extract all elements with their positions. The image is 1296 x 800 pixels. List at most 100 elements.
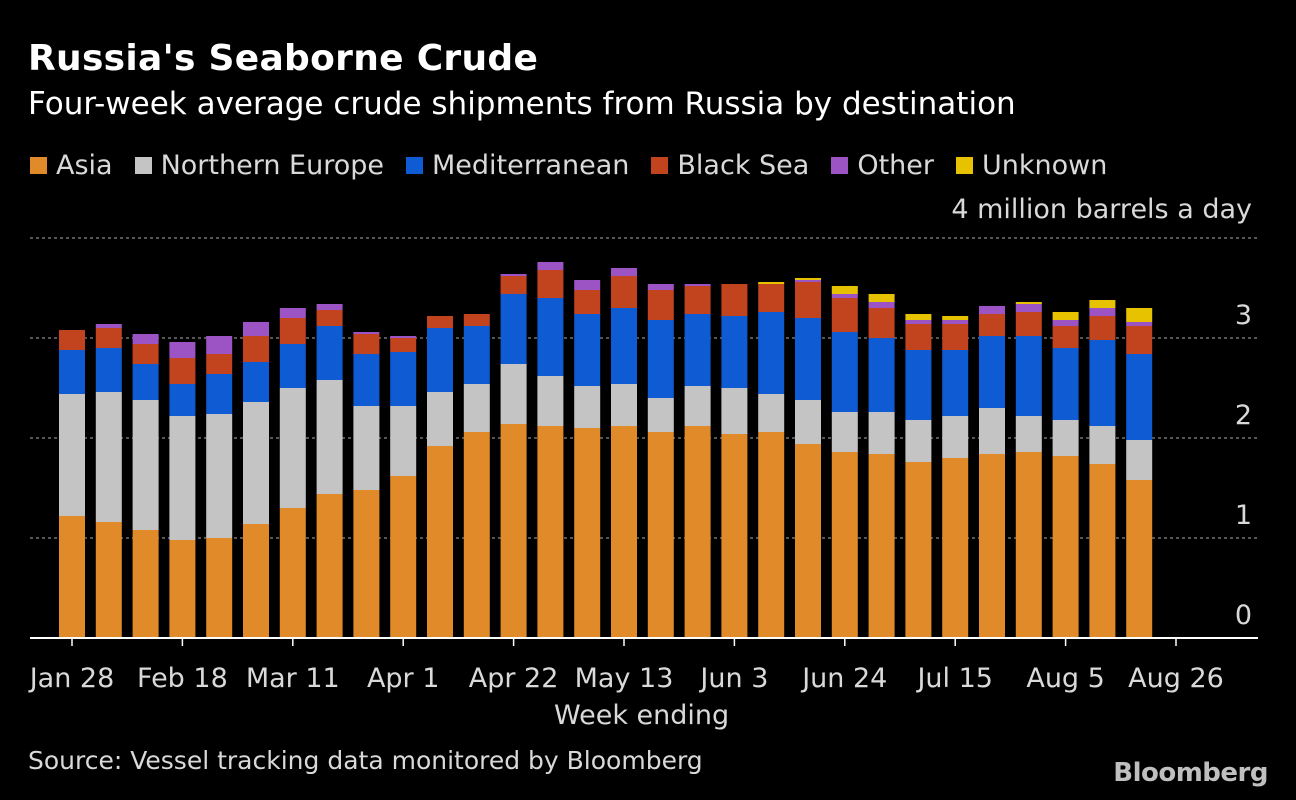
bar-segment-asia (1052, 456, 1079, 638)
y-tick-label: 2 (1235, 400, 1252, 431)
bar-segment-black-sea (279, 318, 306, 344)
bar-segment-black-sea (316, 310, 343, 326)
legend-swatch-mediterranean (406, 157, 423, 174)
bar-segment-mediterranean (647, 320, 674, 398)
bar-segment-other (243, 322, 269, 336)
bar-segment-black-sea (611, 276, 637, 308)
bar-segment-other (206, 336, 233, 354)
bar-segment-black-sea (721, 284, 748, 316)
bar-segment-asia (279, 508, 306, 638)
legend-swatch-black-sea (651, 157, 669, 174)
bar-segment-northern-europe (1052, 420, 1079, 456)
bar-segment-black-sea (1089, 316, 1116, 340)
legend-label-black-sea: Black Sea (677, 150, 810, 181)
bar-segment-other (95, 324, 122, 328)
bar-segment-mediterranean (942, 350, 969, 416)
x-tick-label: Apr 22 (469, 663, 559, 694)
bar-segment-black-sea (979, 314, 1005, 336)
bar-segment-other (905, 320, 932, 324)
bar-segment-northern-europe (979, 408, 1005, 454)
bar-segment-asia (463, 432, 490, 638)
bar-segment-mediterranean (132, 364, 159, 400)
legend: Asia Northern Europe Mediterranean Black… (30, 150, 1129, 181)
bar-segment-black-sea (463, 314, 490, 326)
bar-segment-other (611, 268, 637, 276)
bar-segment-asia (390, 476, 417, 638)
bar-segment-other (942, 320, 969, 324)
chart-title: Russia's Seaborne Crude (28, 38, 539, 79)
bar-segment-northern-europe (831, 412, 858, 452)
bar-segment-northern-europe (390, 406, 417, 476)
bar-segment-asia (243, 524, 269, 638)
legend-item-mediterranean: Mediterranean (406, 150, 629, 181)
legend-swatch-northern-europe (134, 157, 152, 174)
bar-segment-other (868, 302, 895, 308)
bar-segment-asia (758, 432, 785, 638)
bar-segment-mediterranean (684, 314, 711, 386)
bar-segment-asia (979, 454, 1005, 638)
bar-segment-other (795, 280, 821, 282)
bar-segment-asia (721, 434, 748, 638)
bar-segment-black-sea (95, 328, 122, 348)
bar-segment-asia (169, 540, 196, 638)
bloomberg-logo: Bloomberg (1113, 758, 1268, 788)
bar-segment-unknown (1052, 312, 1079, 320)
x-tick-label: Mar 11 (246, 663, 340, 694)
bar-segment-unknown (758, 282, 785, 284)
bar-segment-unknown (868, 294, 895, 302)
bar-segment-mediterranean (868, 338, 895, 412)
bar-segment-asia (942, 458, 969, 638)
bar-segment-asia (427, 446, 453, 638)
bar-segment-asia (1015, 452, 1042, 638)
bar-segment-other (1126, 322, 1153, 326)
bar-segment-mediterranean (611, 308, 637, 384)
legend-item-asia: Asia (30, 150, 113, 181)
bar-segment-mediterranean (316, 326, 343, 380)
bar-segment-black-sea (795, 282, 821, 318)
bar-segment-northern-europe (132, 400, 159, 530)
bar-segment-northern-europe (942, 416, 969, 458)
bar-segment-other (647, 284, 674, 290)
bar-segment-mediterranean (721, 316, 748, 388)
bar-segment-asia (574, 428, 601, 638)
x-tick-label: Aug 26 (1128, 663, 1224, 694)
bar-segment-black-sea (647, 290, 674, 320)
bar-segment-other (537, 262, 564, 270)
bar-segment-northern-europe (868, 412, 895, 454)
bar-segment-unknown (1089, 300, 1116, 308)
bar-segment-black-sea (390, 338, 417, 352)
bar-segment-northern-europe (463, 384, 490, 432)
bar-segment-asia (611, 426, 637, 638)
bar-segment-mediterranean (831, 332, 858, 412)
bar-segment-other (979, 306, 1005, 314)
bar-segment-other (1015, 304, 1042, 312)
bar-segment-other (574, 280, 601, 290)
bar-segment-asia (353, 490, 380, 638)
bar-segment-black-sea (169, 358, 196, 384)
bar-segment-other (1089, 308, 1116, 316)
bar-segment-mediterranean (1126, 354, 1153, 440)
bar-segment-asia (795, 444, 821, 638)
bar-segment-northern-europe (647, 398, 674, 432)
bar-segment-other (132, 334, 159, 344)
bar-segment-northern-europe (353, 406, 380, 490)
bar-segment-asia (684, 426, 711, 638)
bar-segment-mediterranean (1015, 336, 1042, 416)
x-tick-label: Feb 18 (137, 663, 228, 694)
bar-segment-northern-europe (1089, 426, 1116, 464)
bar-segment-black-sea (942, 324, 969, 350)
x-tick-label: Jan 28 (28, 663, 115, 694)
bar-segment-northern-europe (1126, 440, 1153, 480)
y-axis-unit-label: 4 million barrels a day (951, 194, 1252, 225)
legend-label-northern-europe: Northern Europe (160, 150, 384, 181)
bar-segment-black-sea (1015, 312, 1042, 336)
bar-segment-black-sea (1052, 326, 1079, 348)
bar-segment-black-sea (132, 344, 159, 364)
bar-segment-mediterranean (353, 354, 380, 406)
x-tick-label: May 13 (575, 663, 674, 694)
bar-segment-other (500, 274, 527, 276)
bar-segment-northern-europe (721, 388, 748, 434)
bar-segment-other (684, 284, 711, 286)
bar-segment-unknown (795, 278, 821, 280)
bar-segment-northern-europe (206, 414, 233, 538)
